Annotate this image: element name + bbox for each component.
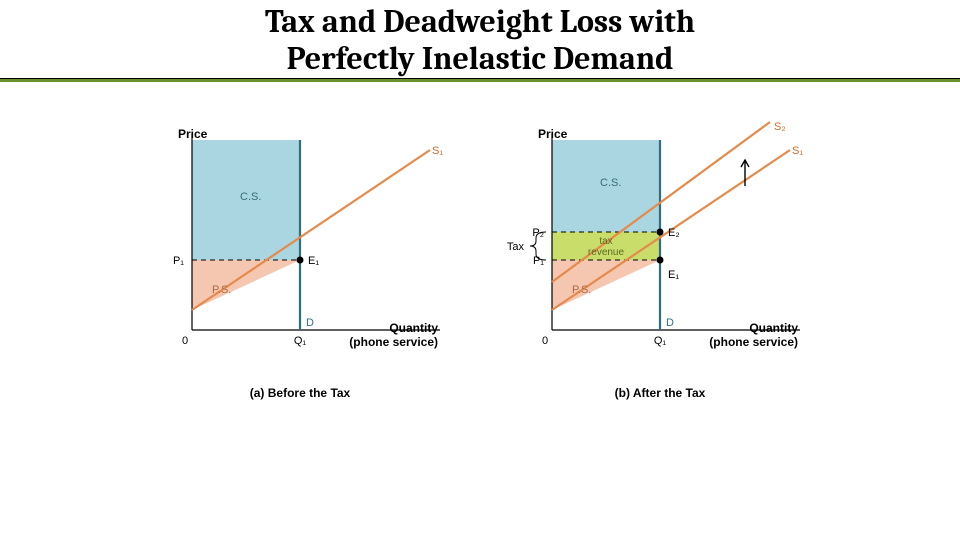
ps-label: P.S. bbox=[212, 284, 231, 296]
s1-label: S₁ bbox=[432, 145, 443, 157]
p1-label: P₁ bbox=[173, 255, 184, 267]
e1-label: E₁ bbox=[308, 255, 319, 267]
s2-label: S₂ bbox=[774, 121, 786, 133]
ps-label: P.S. bbox=[572, 284, 591, 296]
title-block: Tax and Deadweight Loss with Perfectly I… bbox=[0, 0, 960, 78]
chart-after-tax: Tax Price C.S. P.S. P₁ P₂ taxrevenue E₂ S₂ E₁ S₁ D 0… bbox=[490, 120, 830, 380]
tax-brace-label: Tax bbox=[507, 241, 525, 253]
origin-label: 0 bbox=[182, 335, 188, 347]
ps-region bbox=[192, 260, 300, 310]
q1-label: Q₁ bbox=[654, 335, 667, 347]
divider-accent bbox=[0, 79, 960, 82]
origin-label: 0 bbox=[542, 335, 548, 347]
e2-label: E₂ bbox=[668, 227, 680, 239]
x-axis-label-1: Quantity bbox=[749, 321, 798, 335]
charts-row: PriceC.S.P.S.P₁E₁S₁D0Q₁Quantity(phone se… bbox=[0, 120, 960, 400]
tax-rev-label-1: tax bbox=[599, 236, 612, 247]
y-axis-label: Price bbox=[178, 127, 208, 141]
d-label: D bbox=[306, 317, 314, 329]
e1-label: E₁ bbox=[668, 269, 679, 281]
caption-a: (a) Before the Tax bbox=[250, 386, 350, 400]
p1-label: P₁ bbox=[533, 255, 544, 267]
y-axis-label: Price bbox=[538, 127, 568, 141]
point-e1 bbox=[297, 257, 304, 264]
q1-label: Q₁ bbox=[294, 335, 307, 347]
cs-label: C.S. bbox=[600, 177, 621, 189]
s1-label: S₁ bbox=[792, 145, 803, 157]
x-axis-label-2: (phone service) bbox=[349, 335, 438, 349]
x-axis-label-1: Quantity bbox=[389, 321, 438, 335]
p2-label: P₂ bbox=[532, 227, 544, 239]
panel-a: Price C.S. P.S. P₁ E₁ S₁ D 0 Q₁ Quantity(phone se… bbox=[130, 120, 470, 400]
tax-rev-label-2: revenue bbox=[588, 247, 625, 258]
point-e2 bbox=[657, 229, 664, 236]
cs-label: C.S. bbox=[240, 191, 261, 203]
ps-region bbox=[552, 260, 660, 310]
chart-before-tax: Price C.S. P.S. P₁ E₁ S₁ D 0 Q₁ Quantity(phone se… bbox=[130, 120, 470, 380]
d-label: D bbox=[666, 317, 674, 329]
point-e1 bbox=[657, 257, 664, 264]
page-title-line1: Tax and Deadweight Loss with bbox=[0, 4, 960, 41]
page-title-line2: Perfectly Inelastic Demand bbox=[0, 41, 960, 78]
x-axis-label-2: (phone service) bbox=[709, 335, 798, 349]
panel-b: Tax Price C.S. P.S. P₁ P₂ taxrevenue E₂ S₂ E₁ S₁ D 0… bbox=[490, 120, 830, 400]
caption-b: (b) After the Tax bbox=[615, 386, 706, 400]
